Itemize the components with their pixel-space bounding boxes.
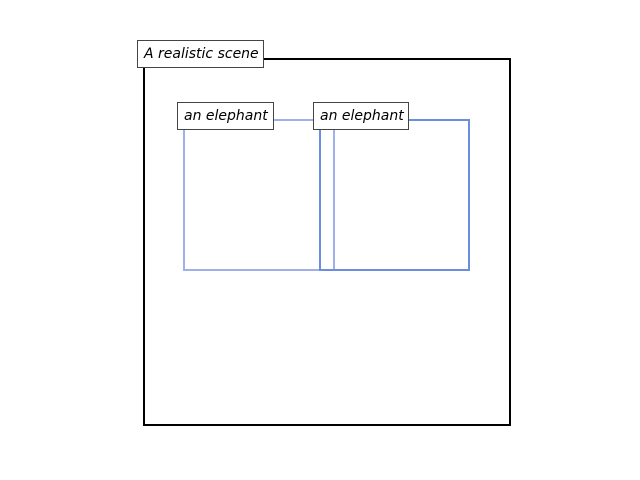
elephant-bounding-box-2 — [319, 119, 470, 271]
elephant-label-1: an elephant — [177, 102, 274, 130]
elephant-bounding-box-1 — [183, 119, 335, 271]
elephant-label-2: an elephant — [313, 102, 409, 130]
scene-label: A realistic scene — [137, 40, 264, 68]
scene-bounding-box — [143, 58, 511, 426]
